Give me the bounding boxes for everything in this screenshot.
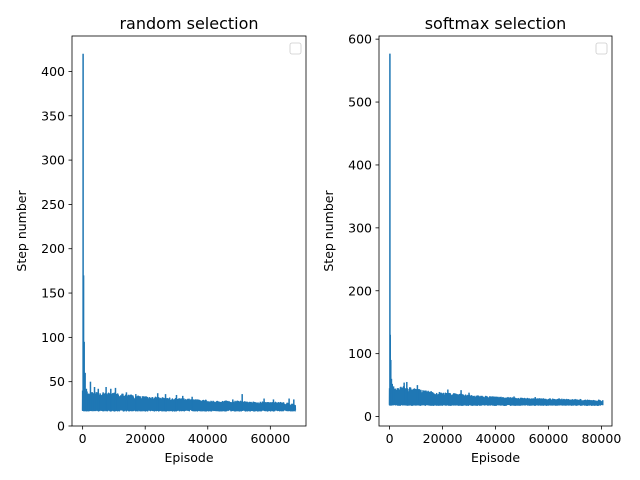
legend-box <box>595 42 608 55</box>
y-tick-label: 400 <box>348 157 372 172</box>
series-line <box>388 385 603 406</box>
y-tick-label: 100 <box>348 346 372 361</box>
y-tick-label: 150 <box>41 286 65 301</box>
x-axis-label: Episode <box>164 450 213 465</box>
y-tick-label: 50 <box>49 374 65 389</box>
series-line <box>81 390 297 412</box>
plot-area <box>388 53 604 406</box>
chart-softmax-selection: 0 20000 40000 60000 80000 0 100 200 300 400 500 600… <box>321 14 621 465</box>
x-tick-label: 80000 <box>582 431 622 446</box>
y-tick-label: 200 <box>41 241 65 256</box>
y-tick-label: 100 <box>41 330 65 345</box>
y-tick-label: 350 <box>41 108 65 123</box>
y-tick-label: 200 <box>348 283 372 298</box>
x-tick-label: 40000 <box>476 431 516 446</box>
x-tick-label: 0 <box>386 431 394 446</box>
x-tick-label: 0 <box>79 431 87 446</box>
y-tick-label: 300 <box>41 153 65 168</box>
x-tick-label: 20000 <box>125 431 165 446</box>
axes-frame <box>71 35 307 427</box>
y-tick-label: 600 <box>348 32 372 47</box>
plot-area <box>81 53 297 412</box>
x-axis-label: Episode <box>471 450 520 465</box>
x-tick-label: 60000 <box>529 431 569 446</box>
chart-title: random selection <box>119 14 258 33</box>
y-tick-label: 400 <box>41 64 65 79</box>
x-tick-label: 60000 <box>250 431 290 446</box>
chart-title: softmax selection <box>425 14 567 33</box>
y-tick-label: 0 <box>364 409 372 424</box>
x-tick-label: 40000 <box>188 431 228 446</box>
y-tick-label: 250 <box>41 197 65 212</box>
y-tick-label: 500 <box>348 95 372 110</box>
chart-random-selection: 0 20000 40000 60000 0 50 100 150 200 250 300 350 400… <box>14 14 307 465</box>
y-tick-label: 0 <box>57 419 65 434</box>
y-axis-label: Step number <box>14 190 29 272</box>
y-tick-label: 300 <box>348 220 372 235</box>
y-axis-label: Step number <box>321 190 336 272</box>
legend-box <box>289 42 302 55</box>
x-tick-label: 20000 <box>423 431 463 446</box>
